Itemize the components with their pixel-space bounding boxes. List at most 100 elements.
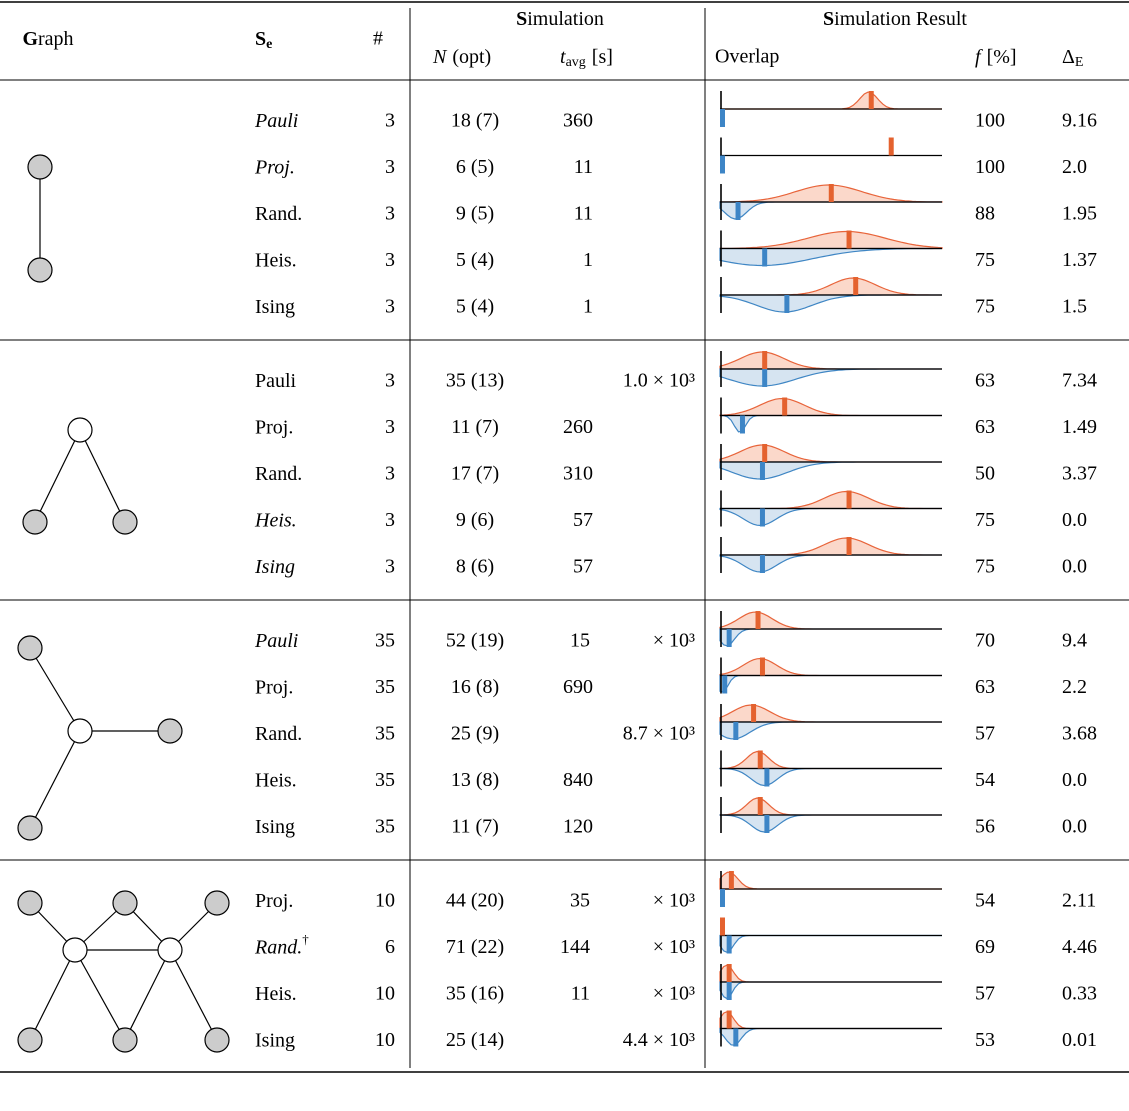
text-part: Rand. [254,936,302,958]
red-marker [755,611,761,629]
blue-marker [762,369,768,387]
n-opt: 11 (7) [451,816,499,838]
t-avg-exponent: × 10³ [653,983,695,1005]
row-label: Rand. [255,723,302,745]
text-part: Proj. [255,676,293,698]
row-label: Rand. [255,463,302,485]
red-marker [846,537,852,555]
blue-marker [733,1028,739,1047]
count: 3 [385,370,395,392]
fidelity: 75 [975,296,995,318]
blue-marker [735,202,741,220]
text-part: Heis. [255,769,297,791]
row-label: Ising [255,816,295,838]
t-avg: 57 [573,509,593,531]
row-label: Rand.† [254,931,309,958]
red-marker [762,351,768,369]
n-opt: 5 (4) [456,249,494,271]
count: 3 [385,110,395,132]
text-part: Ising [255,816,295,838]
count: 35 [375,676,395,698]
red-marker [762,444,768,462]
blue-distribution [719,721,942,740]
blue-marker [759,555,765,573]
t-avg: 57 [573,556,593,578]
text-part: (opt) [452,46,491,68]
text-part: Pauli [254,630,298,652]
t-avg: 840 [563,769,593,791]
count: 35 [375,723,395,745]
text-part: N [432,46,448,68]
row-label: Heis. [254,509,297,531]
blue-distribution [719,461,942,480]
header-label: Simulation [516,8,604,30]
t-avg: 4.4 × 10³ [623,1029,695,1051]
count: 10 [375,1029,395,1051]
count: 10 [375,983,395,1005]
text-part: Ising [254,556,295,578]
red-marker [853,277,859,295]
delta-e: 3.37 [1062,463,1097,485]
row-label: Heis. [255,769,297,791]
text-part: Proj. [255,416,293,438]
red-distribution [719,657,942,677]
n-opt: 71 (22) [446,936,504,958]
red-distribution [719,230,943,250]
n-opt: 35 (16) [446,983,504,1005]
blue-distribution [719,981,942,1000]
n-opt: 13 (8) [451,769,499,791]
t-avg: 120 [563,816,593,838]
fidelity: 54 [975,769,995,791]
text-part: [%] [987,46,1017,68]
blue-marker [722,675,728,694]
delta-e: 4.46 [1062,936,1097,958]
red-marker [888,137,894,156]
blue-distribution [719,934,942,954]
count: 3 [385,249,395,271]
n-opt: 6 (5) [456,156,494,178]
blue-marker [764,768,770,787]
text-part: f [975,46,983,68]
text-part: Heis. [255,249,297,271]
blue-distribution [719,628,942,647]
fidelity: 69 [975,936,995,958]
n-opt: 52 (19) [446,630,504,652]
blue-marker [720,155,725,174]
t-avg: 1 [583,249,593,271]
row-label: Pauli [254,110,298,132]
t-avg-exponent: × 10³ [653,936,695,958]
row-label: Ising [254,556,295,578]
delta-e: 2.11 [1062,890,1096,912]
t-avg: 11 [574,203,593,225]
count: 3 [385,556,395,578]
row-label: Proj. [255,676,293,698]
red-distribution [720,277,942,296]
text-part: G [22,28,38,50]
delta-e: 1.37 [1062,249,1097,271]
text-part: E [1075,55,1084,70]
row-label: Proj. [255,890,293,912]
text-part: Rand. [255,203,302,225]
text-part: Rand. [255,723,302,745]
count: 35 [375,816,395,838]
blue-distribution [719,767,942,787]
n-opt: 18 (7) [451,110,499,132]
text-part: t [560,46,566,68]
text-part: S [255,28,266,50]
fidelity: 63 [975,370,995,392]
text-part: Pauli [255,370,297,392]
count: 3 [385,203,395,225]
blue-distribution [719,201,942,220]
delta-e: 3.68 [1062,723,1097,745]
fidelity: 57 [975,983,995,1005]
red-distribution [719,397,942,417]
header-label: tavg [s] [560,46,613,71]
blue-distribution [719,247,942,267]
blue-distribution [719,554,942,573]
red-distribution [719,964,942,983]
blue-marker [733,722,739,740]
red-distribution [719,871,942,890]
blue-marker [720,889,725,907]
fidelity: 63 [975,416,995,438]
